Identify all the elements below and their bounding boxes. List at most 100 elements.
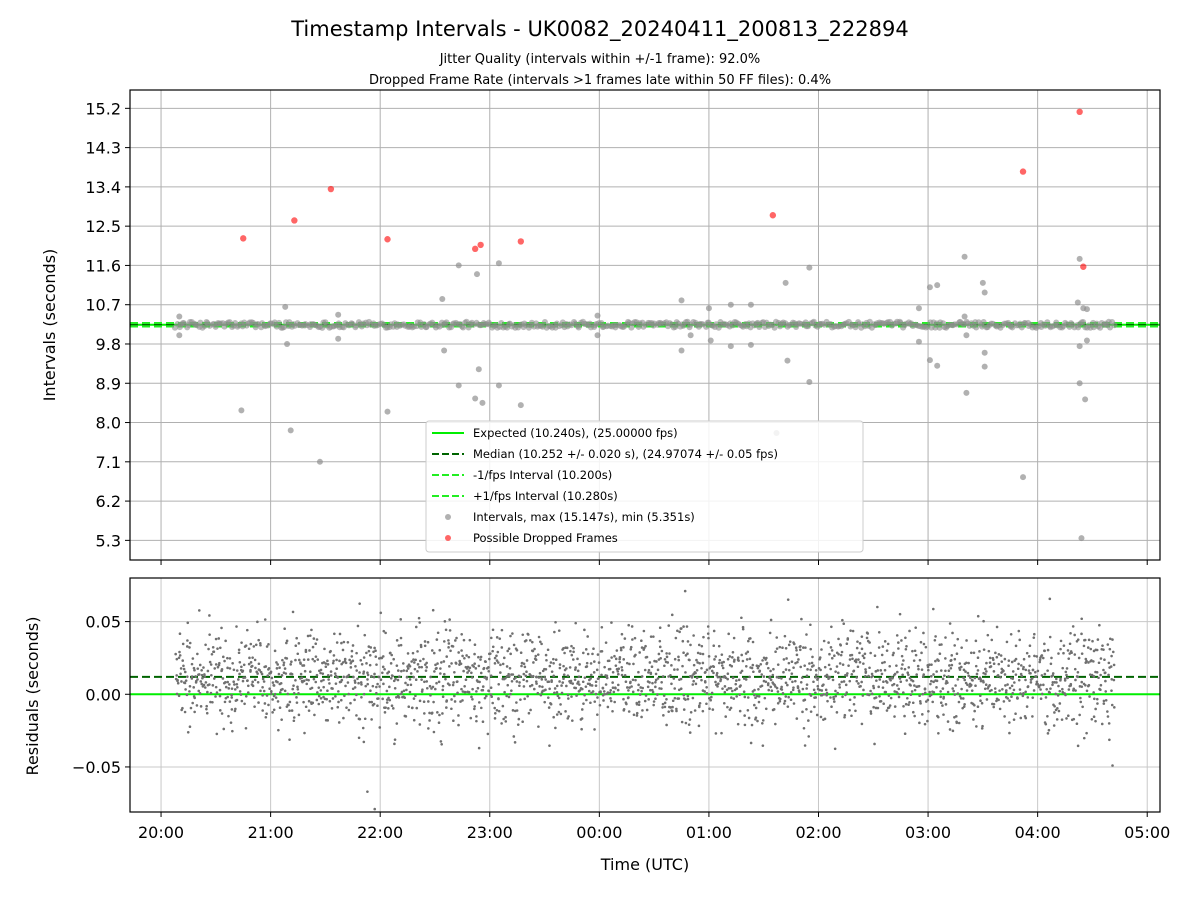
residual-point (405, 688, 408, 692)
residual-point (504, 676, 507, 680)
residual-point (668, 652, 671, 655)
interval-outlier-point (1083, 306, 1090, 313)
interval-outlier-point (981, 363, 988, 370)
residual-point (330, 707, 334, 710)
residual-point (900, 667, 903, 670)
residual-point (438, 713, 441, 717)
residual-point (878, 695, 881, 698)
residual-point (1075, 722, 1079, 725)
residual-point (676, 629, 679, 633)
residual-point (262, 689, 266, 693)
residual-point (658, 639, 662, 643)
residual-point (193, 696, 196, 700)
residual-point (334, 682, 338, 685)
residual-point (439, 667, 442, 670)
residual-point (314, 642, 318, 646)
residual-point (298, 658, 301, 662)
residual-point (1054, 692, 1057, 696)
residual-point (830, 656, 834, 660)
residual-point (504, 720, 508, 723)
residual-point (1065, 717, 1068, 720)
residual-point (887, 706, 891, 709)
residual-point (425, 680, 429, 683)
residual-point (929, 682, 932, 686)
residual-point (211, 700, 214, 704)
residual-point (1085, 689, 1089, 693)
interval-outlier-point (926, 284, 933, 291)
residual-point (654, 678, 658, 682)
residual-point (294, 679, 297, 682)
residual-point (995, 655, 999, 659)
residual-point (223, 659, 226, 663)
residual-point (344, 661, 348, 665)
residual-point (479, 706, 483, 710)
residual-point (365, 662, 368, 665)
residual-point (570, 653, 574, 657)
residual-point (457, 651, 460, 654)
residual-point (999, 654, 1003, 657)
residual-point (280, 674, 284, 677)
residual-point (353, 681, 357, 684)
residual-point (743, 723, 747, 727)
residual-point (965, 661, 968, 665)
residual-point (762, 656, 766, 660)
residual-point (238, 690, 242, 693)
residuals-xtick-label: 20:00 (138, 823, 184, 842)
residual-point (406, 652, 410, 655)
residual-point (995, 699, 998, 703)
residual-point (208, 614, 211, 617)
residual-point (1050, 656, 1053, 660)
residual-point (775, 675, 779, 679)
residual-point (547, 696, 550, 699)
residual-point (1059, 647, 1062, 651)
residual-point (904, 636, 907, 640)
residual-point (585, 665, 589, 668)
residual-point (998, 707, 1002, 711)
residual-point (473, 652, 476, 656)
residuals-plot-frame (129, 577, 1161, 813)
residual-point (454, 662, 458, 665)
residuals-xtick-label: 00:00 (576, 823, 622, 842)
residual-point (898, 677, 902, 680)
residual-point (373, 672, 376, 676)
residual-point (448, 665, 451, 668)
residual-point (606, 705, 610, 709)
residual-point (1111, 764, 1114, 767)
residual-point (278, 706, 282, 710)
residual-point (253, 678, 257, 682)
residual-point (719, 678, 723, 681)
residual-point (573, 668, 577, 671)
residual-point (758, 669, 762, 673)
residual-point (450, 662, 453, 665)
residual-point (630, 685, 633, 688)
residual-point (752, 670, 755, 674)
residual-point (957, 700, 961, 704)
residual-point (923, 722, 927, 726)
residual-point (530, 683, 534, 687)
dropped-frame-points (240, 108, 1087, 270)
residual-point (514, 676, 518, 679)
interval-outlier-point (979, 279, 986, 286)
residual-point (1089, 647, 1093, 651)
residual-point (560, 684, 563, 687)
residual-point (730, 664, 734, 668)
residual-point (994, 651, 997, 655)
residual-point (400, 669, 403, 673)
residual-point (594, 692, 598, 696)
residual-point (304, 705, 308, 709)
residuals-ytick-label: 0.05 (85, 613, 121, 632)
residual-point (848, 708, 851, 712)
residual-point (929, 675, 933, 678)
residual-point (490, 695, 494, 698)
residual-point (755, 694, 759, 698)
residual-point (605, 676, 609, 680)
residual-point (261, 709, 264, 712)
residual-point (871, 674, 874, 678)
residual-point (192, 686, 196, 689)
residual-point (359, 658, 363, 662)
residual-point (281, 687, 284, 691)
residual-point (306, 634, 310, 638)
residual-point (1076, 671, 1080, 674)
residual-point (714, 680, 717, 684)
residual-point (1104, 699, 1108, 702)
